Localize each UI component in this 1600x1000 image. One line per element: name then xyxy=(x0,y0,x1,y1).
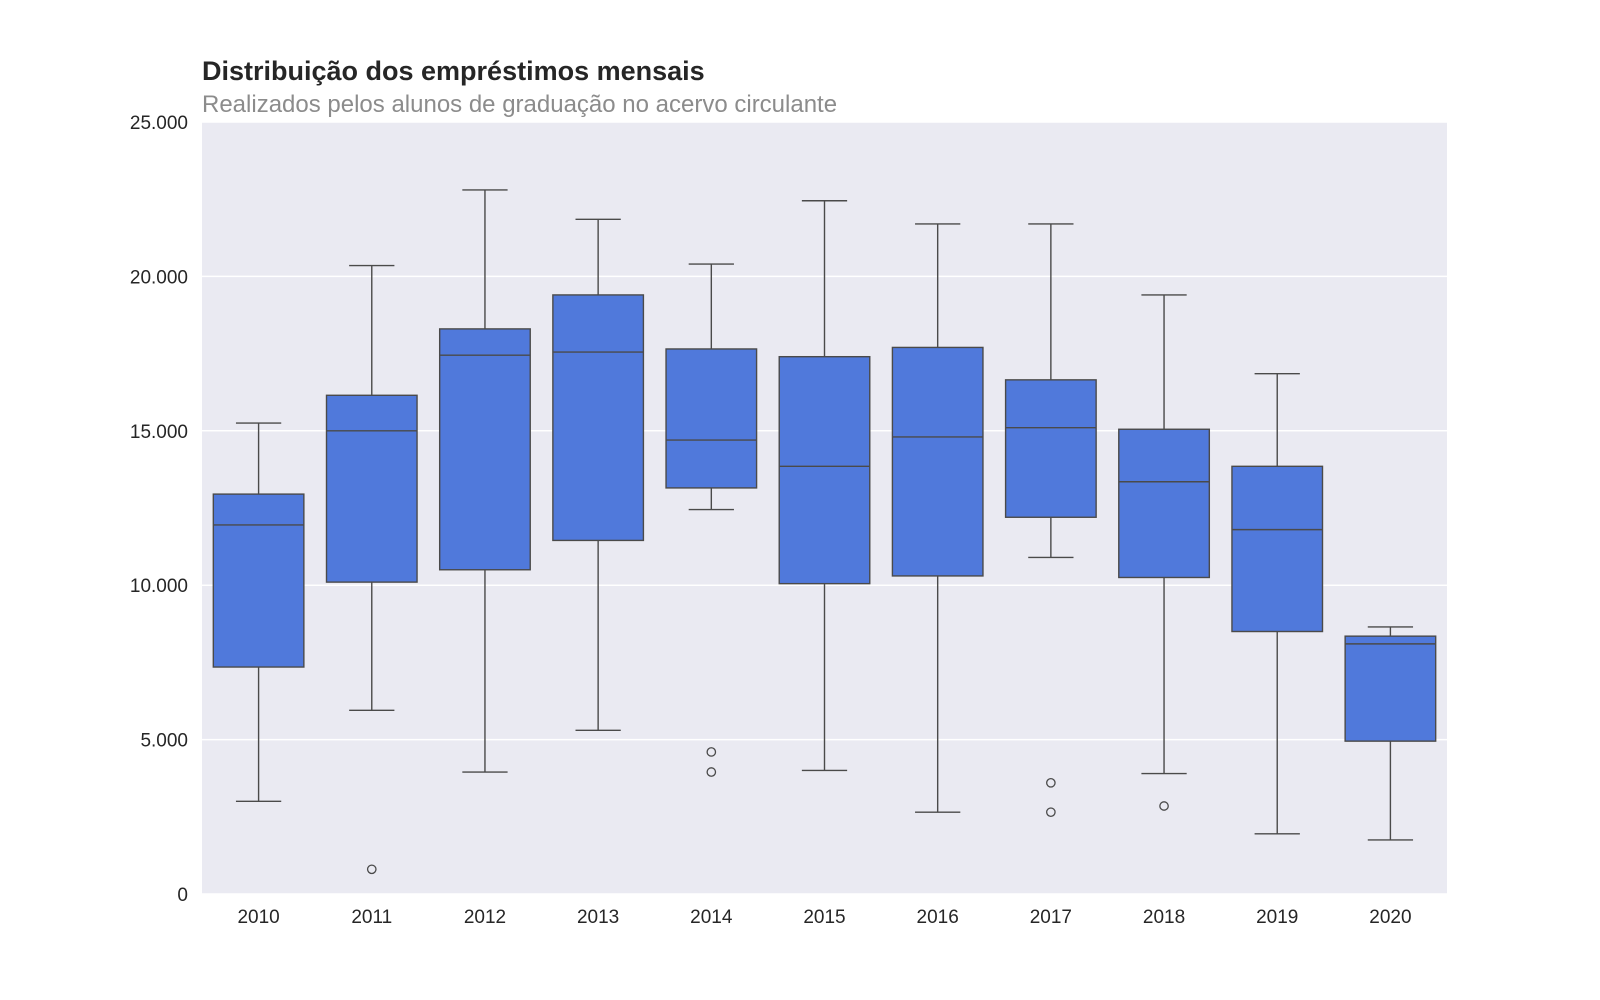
outlier-point xyxy=(1046,777,1056,788)
box-2017 xyxy=(1004,223,1097,818)
box-2014 xyxy=(665,263,758,777)
box-iqr xyxy=(212,493,305,668)
box-iqr xyxy=(552,294,645,542)
x-tick-label: 2016 xyxy=(917,907,959,928)
outlier-point xyxy=(1159,801,1169,811)
box-iqr xyxy=(891,346,984,577)
box-2013 xyxy=(552,218,645,732)
x-tick-label: 2014 xyxy=(690,907,733,928)
box-iqr xyxy=(1344,635,1437,742)
x-tick-label: 2020 xyxy=(1369,907,1411,928)
box-iqr xyxy=(438,328,531,571)
x-tick-label: 2013 xyxy=(577,907,619,928)
box-2015 xyxy=(778,200,871,772)
box-2020 xyxy=(1344,626,1437,841)
chart-subtitle: Realizados pelos alunos de graduação no … xyxy=(202,91,838,118)
x-tick-label: 2012 xyxy=(464,907,506,928)
y-tick-label: 5.000 xyxy=(140,731,188,752)
y-tick-label: 20.000 xyxy=(130,267,188,288)
y-tick-label: 0 xyxy=(177,885,188,906)
y-tick-label: 15.000 xyxy=(130,422,188,443)
x-tick-label: 2017 xyxy=(1030,907,1072,928)
outlier-point xyxy=(366,864,377,875)
outlier-point xyxy=(1046,807,1056,818)
box-2010 xyxy=(212,422,305,803)
box-iqr xyxy=(665,348,758,489)
box-2016 xyxy=(891,223,984,813)
y-tick-label: 10.000 xyxy=(130,576,188,597)
x-tick-label: 2019 xyxy=(1256,907,1298,928)
box-iqr xyxy=(778,355,871,585)
x-tick-label: 2010 xyxy=(237,907,279,928)
x-tick-label: 2011 xyxy=(351,907,392,928)
outlier-point xyxy=(706,767,717,777)
box-iqr xyxy=(325,394,418,583)
box-2011 xyxy=(325,264,418,875)
box-iqr xyxy=(1231,465,1324,633)
box-iqr xyxy=(1004,379,1097,518)
box-2012 xyxy=(438,189,531,773)
y-tick-label: 25.000 xyxy=(130,113,188,134)
box-2018 xyxy=(1118,294,1211,811)
box-2019 xyxy=(1231,372,1324,835)
outlier-point xyxy=(706,747,717,757)
box-iqr xyxy=(1118,428,1211,579)
x-tick-label: 2015 xyxy=(803,907,845,928)
x-tick-label: 2018 xyxy=(1143,907,1185,928)
chart-title: Distribuição dos empréstimos mensais xyxy=(202,56,705,86)
